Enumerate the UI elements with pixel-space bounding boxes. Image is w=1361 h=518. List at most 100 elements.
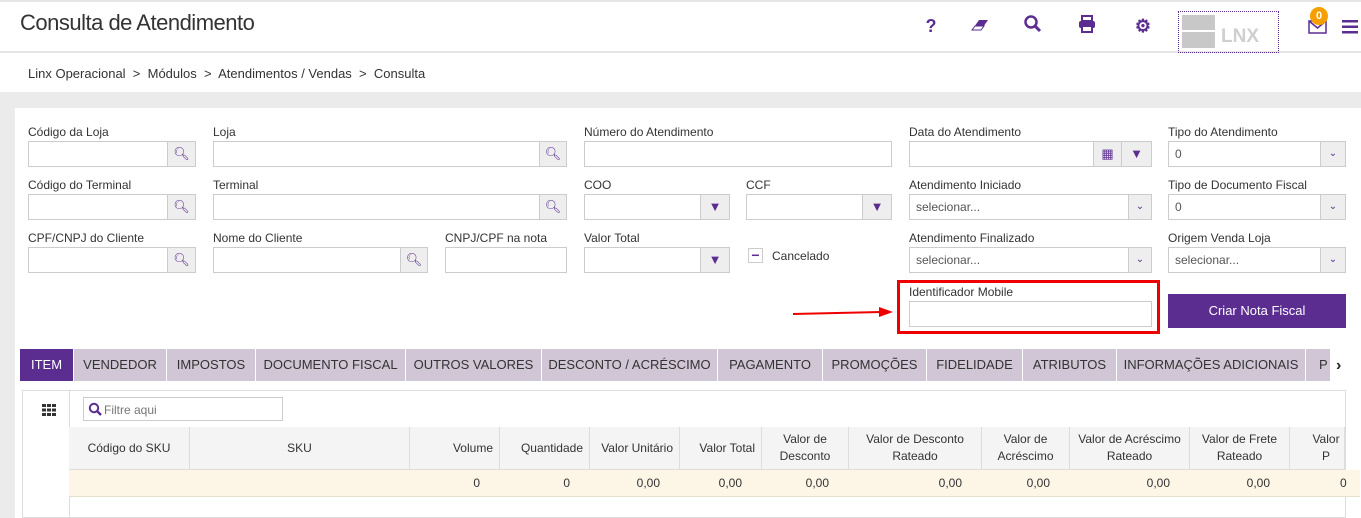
column-header[interactable]: Valor de Desconto Rateado [849, 427, 982, 470]
chevron-right-icon[interactable]: › [1336, 357, 1342, 374]
table-cell [190, 470, 410, 497]
menu-icon[interactable] [1342, 20, 1358, 39]
breadcrumb-separator: > [132, 66, 141, 81]
search-icon[interactable] [1021, 14, 1045, 38]
search-icon[interactable]: 🔍︎ [167, 247, 196, 273]
numero-atendimento-input[interactable] [584, 141, 892, 167]
search-icon[interactable]: 🔍︎ [539, 141, 567, 167]
loja-label: Loja [213, 125, 236, 139]
loja-input[interactable] [213, 141, 540, 167]
filter-placeholder: Filtre aqui [104, 403, 157, 417]
ccf-input[interactable] [746, 194, 863, 220]
column-header[interactable]: Código do SKU [69, 427, 190, 470]
data-atendimento-input[interactable] [909, 141, 1094, 167]
cnpj-nota-label: CNPJ/CPF na nota [445, 231, 548, 245]
help-icon[interactable]: ? [925, 16, 937, 36]
coo-label: COO [584, 178, 612, 192]
cnpj-nota-input[interactable] [445, 247, 567, 273]
table-cell: 0 [1290, 470, 1360, 497]
eraser-icon[interactable] [968, 14, 992, 38]
column-header[interactable]: Valor de Desconto [762, 427, 849, 470]
column-header[interactable]: Volume [410, 427, 500, 470]
column-header[interactable]: Quantidade [500, 427, 590, 470]
search-icon[interactable]: 🔍︎ [167, 141, 196, 167]
data-atendimento-label: Data do Atendimento [909, 125, 1022, 139]
page-title: Consulta de Atendimento [20, 10, 255, 35]
breadcrumb-atendimentos[interactable]: Atendimentos / Vendas [218, 66, 352, 81]
breadcrumb-modulos[interactable]: Módulos [147, 66, 197, 81]
tab-desconto-acrescimo[interactable]: DESCONTO / ACRÉSCIMO [542, 349, 717, 381]
grid-filter-input[interactable]: Filtre aqui [83, 397, 283, 421]
tab-atributos[interactable]: ATRIBUTOS [1023, 349, 1116, 381]
filter-icon[interactable]: ▼ [862, 194, 892, 220]
table-cell: 0,00 [680, 470, 762, 497]
chevron-down-icon[interactable]: ⌄ [1128, 247, 1152, 273]
breadcrumb-linx-operacional[interactable]: Linx Operacional [28, 66, 126, 81]
atendimento-iniciado-select[interactable]: selecionar... [909, 194, 1129, 220]
calendar-icon[interactable]: ▦ [1093, 141, 1122, 167]
cpf-cliente-input[interactable] [28, 247, 168, 273]
column-header[interactable]: Valor Unitário [590, 427, 680, 470]
valor-total-input[interactable] [584, 247, 701, 273]
codigo-terminal-input[interactable] [28, 194, 168, 220]
codigo-loja-input[interactable] [28, 141, 168, 167]
search-icon [88, 402, 102, 416]
chevron-down-icon[interactable]: ⌄ [1320, 247, 1346, 273]
tab-informacoes-adicionais[interactable]: INFORMAÇÕES ADICIONAIS [1117, 349, 1305, 381]
tipo-doc-fiscal-label: Tipo de Documento Fiscal [1168, 178, 1307, 192]
tab-fidelidade[interactable]: FIDELIDADE [927, 349, 1022, 381]
tipo-doc-fiscal-select[interactable]: 0 [1168, 194, 1321, 220]
column-header[interactable]: SKU [190, 427, 410, 470]
column-header[interactable]: Valor Total [680, 427, 762, 470]
table-cell: 0 [500, 470, 590, 497]
print-icon[interactable] [1075, 14, 1099, 38]
tab-outros-valores[interactable]: OUTROS VALORES [406, 349, 541, 381]
atendimento-finalizado-select[interactable]: selecionar... [909, 247, 1129, 273]
filter-icon[interactable]: ▼ [700, 194, 730, 220]
breadcrumb-separator: > [204, 66, 212, 81]
terminal-input[interactable] [213, 194, 540, 220]
tab-pagamento[interactable]: PAGAMENTO [718, 349, 822, 381]
identificador-mobile-label: Identificador Mobile [909, 285, 1014, 299]
column-header[interactable]: Valor P [1290, 427, 1345, 470]
criar-nota-fiscal-button[interactable]: Criar Nota Fiscal [1168, 294, 1346, 328]
table-cell: 0,00 [762, 470, 849, 497]
filter-icon[interactable]: ▼ [1121, 141, 1152, 167]
cancelado-label: Cancelado [772, 249, 830, 263]
tab-documento-fiscal[interactable]: DOCUMENTO FISCAL [256, 349, 405, 381]
tab-impostos[interactable]: IMPOSTOS [167, 349, 255, 381]
breadcrumb-consulta: Consulta [373, 66, 426, 81]
tab-vendedor[interactable]: VENDEDOR [74, 349, 166, 381]
column-header[interactable]: Valor de Acréscimo [982, 427, 1070, 470]
origem-venda-select[interactable]: selecionar... [1168, 247, 1321, 273]
filter-icon[interactable]: ▼ [700, 247, 730, 273]
column-header[interactable]: Valor de Frete Rateado [1190, 427, 1290, 470]
table-cell: 0 [410, 470, 500, 497]
chevron-down-icon[interactable]: ⌄ [1320, 141, 1346, 167]
search-icon[interactable]: 🔍︎ [167, 194, 196, 220]
tab-promocoes[interactable]: PROMOÇÕES [823, 349, 926, 381]
search-icon[interactable]: 🔍︎ [400, 247, 428, 273]
table-cell: 0,00 [849, 470, 982, 497]
nome-cliente-label: Nome do Cliente [213, 231, 303, 245]
nome-cliente-input[interactable] [213, 247, 401, 273]
breadcrumb-separator: > [359, 66, 367, 81]
codigo-loja-label: Código da Loja [28, 125, 109, 139]
tipo-atendimento-select[interactable]: 0 [1168, 141, 1321, 167]
columns-grid-icon[interactable] [42, 403, 56, 421]
coo-input[interactable] [584, 194, 701, 220]
column-header[interactable]: Valor de Acréscimo Rateado [1070, 427, 1190, 470]
gear-icon[interactable]: ⚙ [1134, 16, 1152, 36]
highlight-box [897, 280, 1160, 334]
cancelado-checkbox[interactable]: − [748, 248, 763, 263]
origem-venda-label: Origem Venda Loja [1168, 231, 1271, 245]
chevron-down-icon[interactable]: ⌄ [1128, 194, 1152, 220]
chevron-down-icon[interactable]: ⌄ [1320, 194, 1346, 220]
search-icon[interactable]: 🔍︎ [539, 194, 567, 220]
table-cell: 0,00 [590, 470, 680, 497]
table-cell: 0,00 [982, 470, 1070, 497]
identificador-mobile-input[interactable] [909, 301, 1152, 327]
tab-item[interactable]: ITEM [20, 349, 73, 381]
lnx-logo: LNX [1178, 11, 1279, 53]
tab-partial[interactable]: P [1306, 349, 1330, 381]
